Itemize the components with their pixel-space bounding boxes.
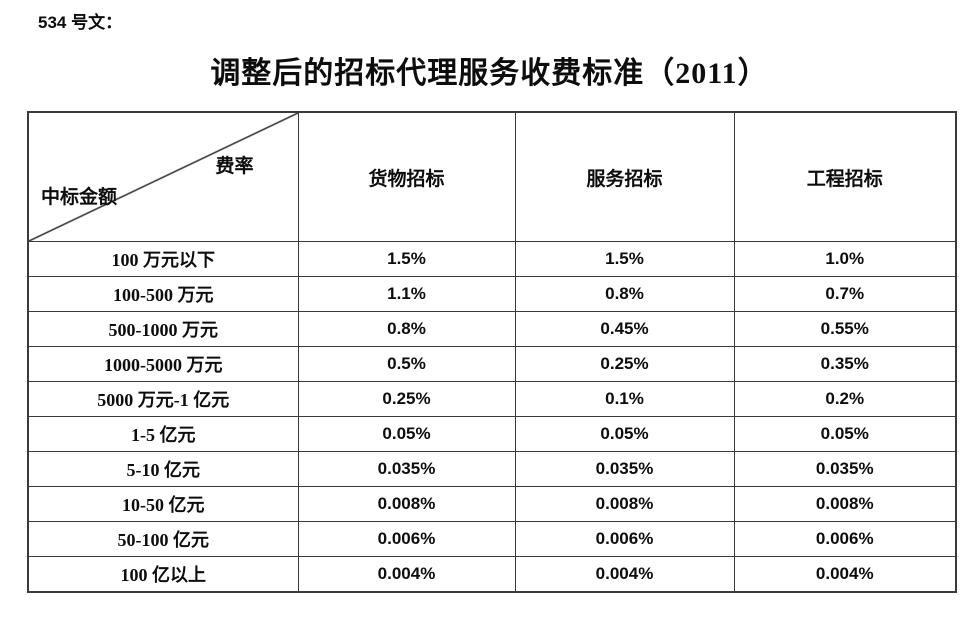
rate-cell: 0.5% bbox=[297, 346, 516, 382]
rate-cell: 0.05% bbox=[514, 416, 735, 452]
rate-cell: 0.25% bbox=[514, 346, 735, 382]
row-label: 500-1000 万元 bbox=[27, 311, 299, 347]
rate-cell: 0.008% bbox=[733, 486, 957, 522]
rate-cell: 0.006% bbox=[297, 521, 516, 557]
rate-cell: 1.1% bbox=[297, 276, 516, 312]
rate-cell: 0.008% bbox=[297, 486, 516, 522]
table-row: 50-100 亿元 0.006% 0.006% 0.006% bbox=[27, 521, 957, 557]
corner-label-fee-rate: 费率 bbox=[215, 156, 254, 177]
rate-cell: 0.35% bbox=[733, 346, 957, 382]
table-row: 10-50 亿元 0.008% 0.008% 0.008% bbox=[27, 486, 957, 522]
rate-cell: 1.5% bbox=[297, 241, 516, 277]
table-row: 1000-5000 万元 0.5% 0.25% 0.35% bbox=[27, 346, 957, 382]
corner-label-bid-amount: 中标金额 bbox=[41, 187, 118, 208]
rate-cell: 0.05% bbox=[733, 416, 957, 452]
fee-table: 费率 中标金额 货物招标 服务招标 工程招标 100 万元以下 1.5% 1.5% 1… bbox=[27, 111, 957, 593]
rate-cell: 0.006% bbox=[733, 521, 957, 557]
corner-cell-diagonal: 费率 中标金额 bbox=[27, 111, 299, 242]
table-body: 费率 中标金额 货物招标 服务招标 工程招标 100 万元以下 1.5% 1.5% 1… bbox=[27, 111, 957, 593]
table-row: 100-500 万元 1.1% 0.8% 0.7% bbox=[27, 276, 957, 312]
rate-cell: 0.004% bbox=[297, 556, 516, 593]
rate-cell: 0.45% bbox=[514, 311, 735, 347]
column-header-engineering: 工程招标 bbox=[733, 111, 957, 242]
rate-cell: 0.7% bbox=[733, 276, 957, 312]
rate-cell: 0.004% bbox=[733, 556, 957, 593]
rate-cell: 0.004% bbox=[514, 556, 735, 593]
column-header-goods: 货物招标 bbox=[297, 111, 516, 242]
table-row: 100 亿以上 0.004% 0.004% 0.004% bbox=[27, 556, 957, 593]
row-label: 100 万元以下 bbox=[27, 241, 299, 277]
table-row: 5-10 亿元 0.035% 0.035% 0.035% bbox=[27, 451, 957, 487]
row-label: 50-100 亿元 bbox=[27, 521, 299, 557]
row-label: 10-50 亿元 bbox=[27, 486, 299, 522]
rate-cell: 0.035% bbox=[514, 451, 735, 487]
page-title: 调整后的招标代理服务收费标准（2011） bbox=[210, 57, 769, 90]
rate-cell: 0.008% bbox=[514, 486, 735, 522]
table-row: 5000 万元-1 亿元 0.25% 0.1% 0.2% bbox=[27, 381, 957, 417]
row-label: 100-500 万元 bbox=[27, 276, 299, 312]
row-label: 5000 万元-1 亿元 bbox=[27, 381, 299, 417]
column-header-services: 服务招标 bbox=[514, 111, 735, 242]
row-label: 100 亿以上 bbox=[27, 556, 299, 593]
rate-cell: 0.05% bbox=[297, 416, 516, 452]
row-label: 1-5 亿元 bbox=[27, 416, 299, 452]
rate-cell: 0.55% bbox=[733, 311, 957, 347]
rate-cell: 0.8% bbox=[297, 311, 516, 347]
table-row: 1-5 亿元 0.05% 0.05% 0.05% bbox=[27, 416, 957, 452]
rate-cell: 0.25% bbox=[297, 381, 516, 417]
table-header-row: 费率 中标金额 货物招标 服务招标 工程招标 bbox=[27, 111, 957, 242]
rate-cell: 0.006% bbox=[514, 521, 735, 557]
row-label: 5-10 亿元 bbox=[27, 451, 299, 487]
rate-cell: 0.035% bbox=[733, 451, 957, 487]
rate-cell: 0.8% bbox=[514, 276, 735, 312]
rate-cell: 1.5% bbox=[514, 241, 735, 277]
rate-cell: 0.2% bbox=[733, 381, 957, 417]
doc-ref: 534 号文： bbox=[38, 13, 123, 32]
rate-cell: 0.035% bbox=[297, 451, 516, 487]
rate-cell: 1.0% bbox=[733, 241, 957, 277]
table-row: 100 万元以下 1.5% 1.5% 1.0% bbox=[27, 241, 957, 277]
table-row: 500-1000 万元 0.8% 0.45% 0.55% bbox=[27, 311, 957, 347]
rate-cell: 0.1% bbox=[514, 381, 735, 417]
row-label: 1000-5000 万元 bbox=[27, 346, 299, 382]
